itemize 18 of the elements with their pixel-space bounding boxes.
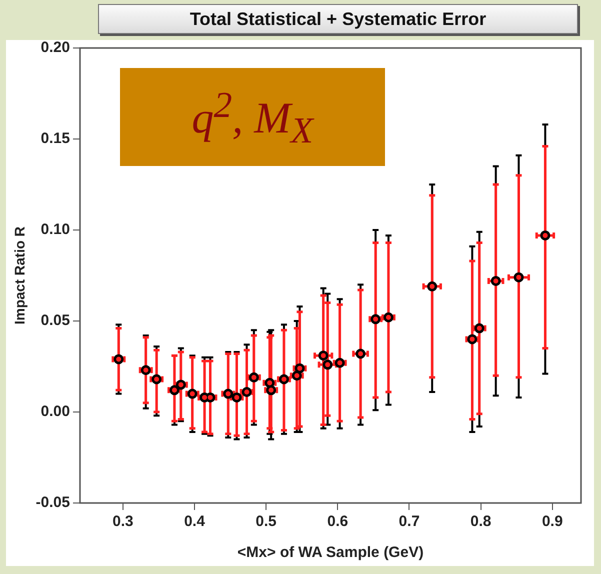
y-tick-label: 0.05 [40,312,70,330]
y-tick-label: 0.00 [40,403,70,420]
y-axis-title: Impact Ratio R [11,226,28,325]
annotation: q$^{2}$, M$_{X}$ [192,82,314,152]
x-tick-label: 0.3 [112,513,134,530]
x-tick-label: 0.7 [398,513,420,530]
x-tick-label: 0.5 [256,513,277,530]
x-tick-label: 0.8 [470,513,492,530]
label-box: q$^{2}$, M$_{X}$ [120,68,385,166]
y-tick-label: -0.05 [36,494,70,512]
y-tick-label: 0.20 [40,39,70,56]
y-tick-label: 0.10 [40,221,70,238]
x-tick-label: 0.4 [184,513,206,530]
x-tick-label: 0.9 [542,513,563,530]
y-tick-label: 0.15 [40,130,70,148]
x-tick-label: 0.6 [327,513,348,530]
chart-title: Total Statistical + Systematic Error [98,4,578,34]
x-axis-title: <Mx> of WA Sample (GeV) [237,544,424,562]
